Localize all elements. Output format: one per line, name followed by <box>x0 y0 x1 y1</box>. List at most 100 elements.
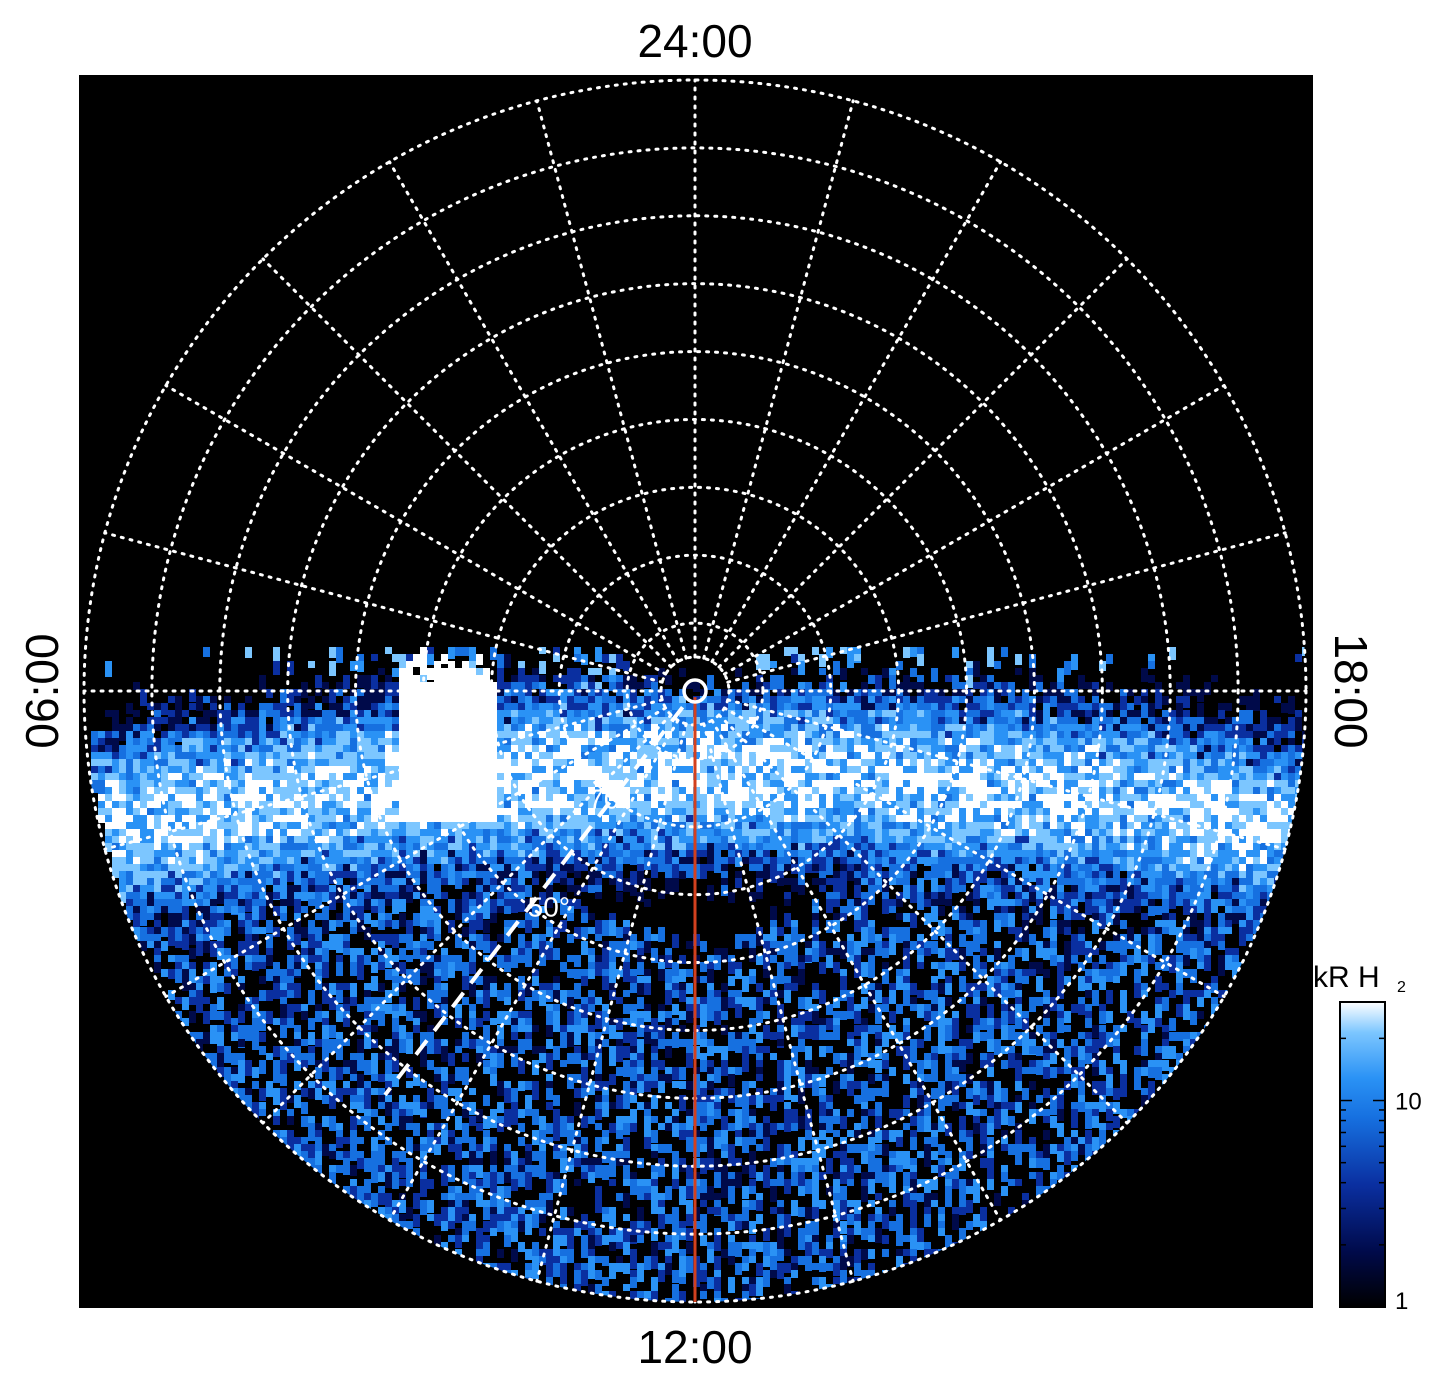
emission-pixel <box>1064 864 1071 871</box>
emission-pixel <box>434 738 441 748</box>
emission-pixel <box>994 752 1001 761</box>
emission-pixel <box>1043 773 1050 780</box>
emission-pixel <box>714 689 721 696</box>
emission-pixel <box>203 647 210 657</box>
emission-pixel <box>784 822 791 829</box>
emission-pixel <box>245 822 252 830</box>
emission-pixel <box>462 661 469 673</box>
emission-pixel <box>798 703 805 710</box>
emission-pixel <box>644 710 651 717</box>
emission-pixel <box>910 766 917 779</box>
emission-pixel <box>602 829 609 837</box>
emission-pixel <box>1050 759 1057 769</box>
emission-pixel <box>175 780 182 793</box>
emission-pixel <box>560 738 567 745</box>
emission-pixel <box>728 696 735 707</box>
emission-pixel <box>1127 724 1134 733</box>
emission-pixel <box>700 864 707 879</box>
emission-pixel <box>553 773 560 784</box>
emission-pixel <box>1267 850 1274 858</box>
emission-pixel <box>546 773 553 786</box>
emission-pixel <box>392 654 399 662</box>
emission-pixel <box>518 843 525 851</box>
emission-pixel <box>924 857 931 866</box>
emission-pixel <box>1092 801 1099 809</box>
emission-pixel <box>812 717 819 725</box>
emission-pixel <box>189 864 196 872</box>
emission-pixel <box>455 878 462 889</box>
emission-pixel <box>602 836 609 843</box>
emission-pixel <box>924 871 931 880</box>
emission-pixel <box>126 773 133 780</box>
emission-pixel <box>889 815 896 822</box>
emission-pixel <box>889 668 896 676</box>
emission-pixel <box>147 759 154 767</box>
emission-pixel <box>1155 745 1162 756</box>
emission-pixel <box>980 738 987 746</box>
emission-pixel <box>987 689 994 697</box>
emission-pixel <box>644 745 651 757</box>
emission-pixel <box>539 759 546 771</box>
emission-pixel <box>427 766 434 773</box>
emission-pixel <box>651 710 658 717</box>
emission-pixel <box>840 759 847 772</box>
emission-pixel <box>847 731 854 744</box>
emission-pixel <box>637 773 644 780</box>
emission-pixel <box>987 710 994 718</box>
emission-pixel <box>931 745 938 755</box>
emission-pixel <box>1267 731 1274 743</box>
emission-pixel <box>665 731 672 738</box>
emission-pixel <box>917 703 924 716</box>
emission-pixel <box>147 780 154 789</box>
emission-pixel <box>581 815 588 823</box>
emission-pixel <box>980 682 987 691</box>
emission-pixel <box>455 773 462 781</box>
emission-pixel <box>378 675 385 682</box>
emission-pixel <box>329 829 336 837</box>
emission-pixel <box>133 738 140 746</box>
emission-pixel <box>651 857 658 865</box>
emission-pixel <box>917 773 924 782</box>
emission-pixel <box>525 773 532 781</box>
emission-pixel <box>546 731 553 738</box>
emission-pixel <box>455 703 462 713</box>
emission-pixel <box>1295 738 1302 745</box>
emission-pixel <box>882 710 889 721</box>
emission-pixel <box>756 773 763 781</box>
emission-pixel <box>1071 703 1078 713</box>
emission-pixel <box>826 752 833 760</box>
emission-pixel <box>875 878 882 885</box>
emission-pixel <box>448 668 455 677</box>
emission-pixel <box>686 857 693 865</box>
emission-pixel <box>1099 752 1106 761</box>
emission-pixel <box>798 738 805 748</box>
emission-pixel <box>875 703 882 712</box>
emission-pixel <box>847 703 854 711</box>
emission-pixel <box>742 766 749 776</box>
emission-pixel <box>238 878 245 885</box>
emission-pixel <box>826 724 833 732</box>
emission-pixel <box>1295 759 1302 769</box>
emission-pixel <box>301 745 308 758</box>
emission-pixel <box>910 647 917 657</box>
emission-pixel <box>714 731 721 741</box>
emission-pixel <box>875 752 882 761</box>
emission-pixel <box>1274 717 1281 724</box>
emission-pixel <box>658 759 665 768</box>
emission-pixel <box>749 738 756 749</box>
emission-pixel <box>469 668 476 683</box>
emission-pixel <box>210 766 217 778</box>
emission-pixel <box>539 682 546 694</box>
emission-pixel <box>812 710 819 722</box>
emission-pixel <box>616 752 623 762</box>
emission-pixel <box>875 731 882 744</box>
emission-pixel <box>1176 773 1183 784</box>
emission-pixel <box>686 759 693 772</box>
emission-pixel <box>301 682 308 694</box>
emission-pixel <box>392 668 399 677</box>
emission-pixel <box>91 766 98 774</box>
emission-pixel <box>357 675 364 688</box>
emission-pixel <box>574 766 581 777</box>
emission-pixel <box>560 703 567 716</box>
